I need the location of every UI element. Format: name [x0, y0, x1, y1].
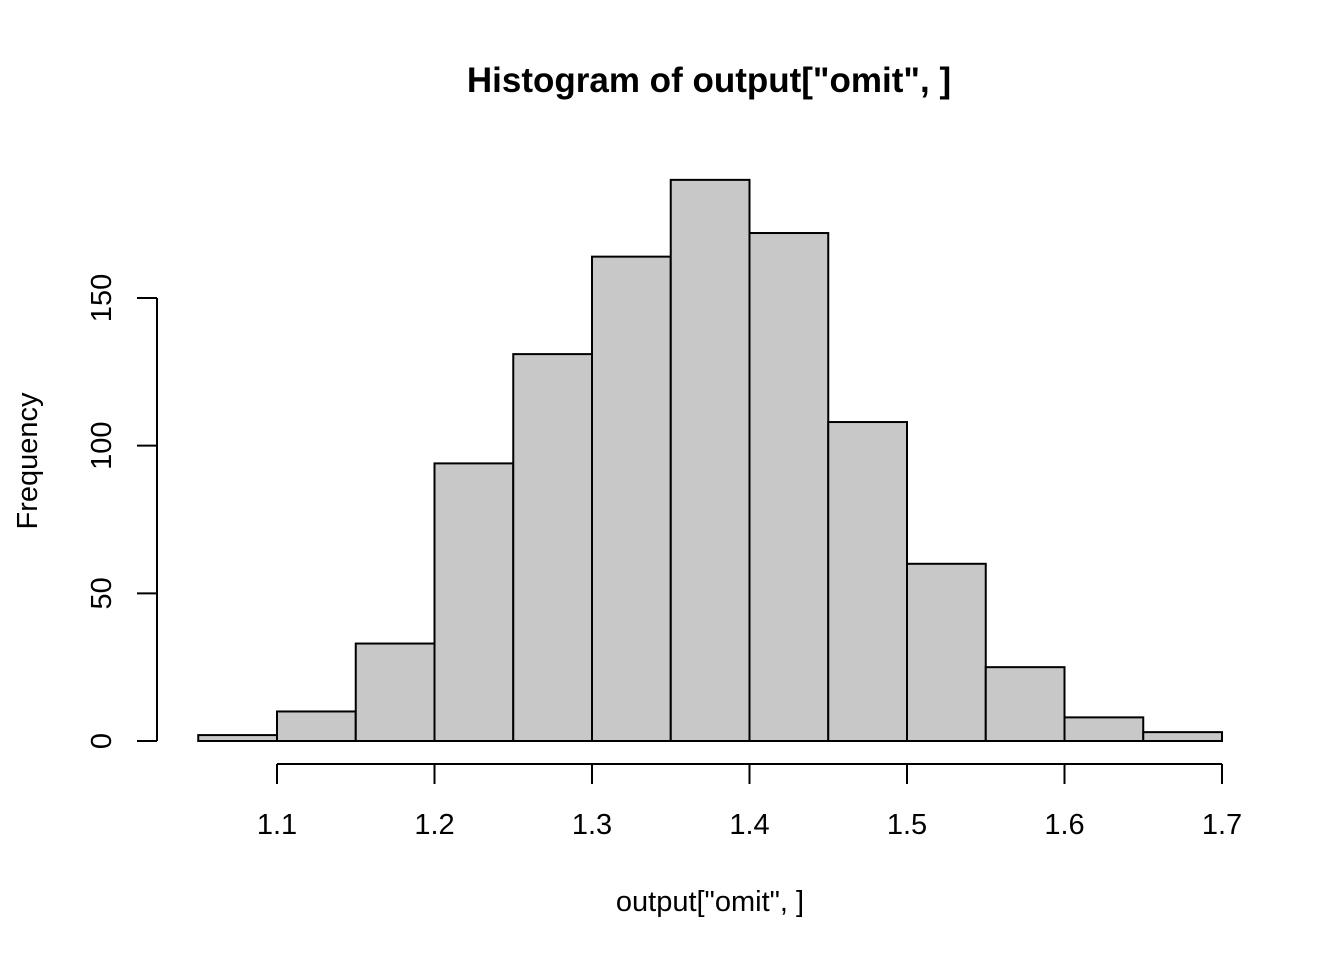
- histogram-bar: [906, 562, 987, 742]
- x-tick-label: 1.4: [729, 809, 769, 841]
- histogram-bar: [512, 353, 593, 742]
- chart-title: Histogram of output["omit", ]: [467, 61, 951, 100]
- histogram-bar: [984, 666, 1066, 743]
- histogram-bar: [354, 642, 436, 742]
- histogram-bar: [748, 232, 830, 742]
- bars-group: [197, 178, 1223, 743]
- x-axis-label: output["omit", ]: [616, 886, 804, 918]
- x-tick-label: 1.7: [1202, 809, 1242, 841]
- y-axis: 0 50 100 150: [86, 274, 158, 749]
- y-tick-label: 0: [86, 733, 118, 749]
- y-tick-label: 100: [86, 421, 118, 469]
- histogram-bar: [1063, 716, 1145, 743]
- x-tick-label: 1.2: [414, 809, 454, 841]
- x-tick-label: 1.3: [572, 809, 612, 841]
- x-tick-label: 1.6: [1044, 809, 1084, 841]
- y-tick-label: 50: [86, 577, 118, 609]
- y-axis-label: Frequency: [12, 392, 44, 530]
- histogram-bar: [591, 255, 672, 742]
- x-axis: 1.1 1.2 1.3 1.4 1.5 1.6 1.7: [257, 763, 1242, 841]
- y-tick-label: 150: [86, 274, 118, 322]
- x-tick-label: 1.5: [887, 809, 927, 841]
- histogram-bar: [827, 421, 908, 742]
- histogram-bar: [669, 178, 751, 743]
- histogram-bar: [197, 734, 278, 742]
- histogram-bar: [433, 462, 515, 742]
- histogram-bar: [1142, 731, 1223, 743]
- x-tick-label: 1.1: [257, 809, 297, 841]
- histogram-bar: [276, 710, 357, 743]
